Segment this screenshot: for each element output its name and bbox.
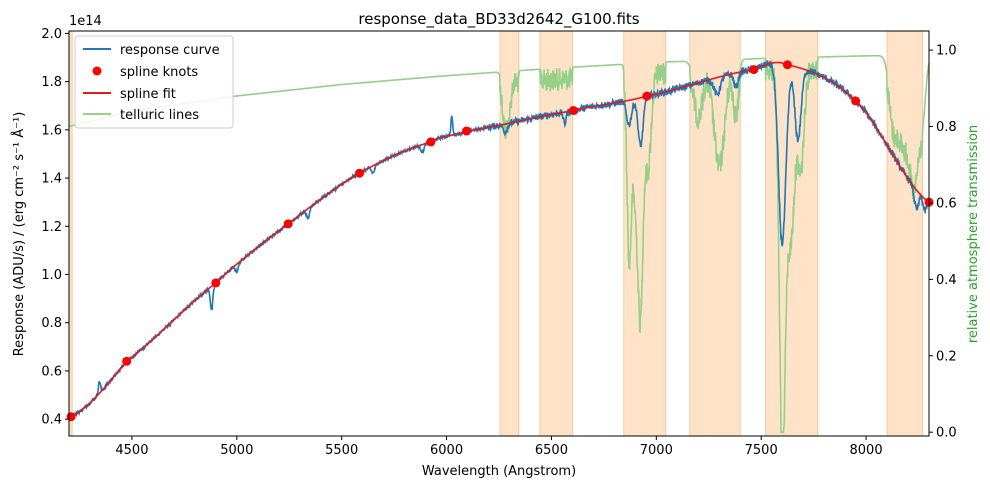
y-tick-label-8: 2.0	[41, 27, 62, 42]
y-tick-label-4: 1.2	[41, 220, 62, 235]
spline-knot-0	[66, 412, 76, 422]
spline-knot-9	[749, 65, 759, 75]
y-tick-label-7: 1.8	[41, 75, 62, 90]
chart-title: response_data_BD33d2642_G100.fits	[358, 10, 639, 29]
spline-knot-7	[568, 106, 578, 116]
spline-knot-6	[461, 126, 471, 136]
y2-tick-label-1: 0.2	[936, 349, 957, 364]
spline-knot-11	[851, 96, 861, 106]
y-tick-label-0: 0.4	[41, 413, 62, 428]
x-tick-label-3: 6000	[430, 443, 463, 458]
plot-frame	[68, 30, 930, 437]
masked-band-1	[499, 30, 520, 437]
y-tick-label-6: 1.6	[41, 123, 62, 138]
legend-swatch-knots	[92, 66, 102, 76]
spline-knot-5	[426, 137, 436, 147]
spline-knot-8	[642, 91, 652, 101]
x-tick-label-4: 6500	[535, 443, 568, 458]
y2-tick-label-2: 0.4	[936, 273, 957, 288]
x-tick-label-6: 7500	[745, 443, 778, 458]
y2-tick-label-5: 1.0	[936, 44, 957, 59]
x-tick-label-5: 7000	[640, 443, 673, 458]
y2-axis-title: relative atmosphere transmission	[966, 125, 981, 343]
y-tick-label-5: 1.4	[41, 172, 62, 187]
x-tick-label-7: 8000	[850, 443, 883, 458]
legend-label-telluric: telluric lines	[120, 108, 199, 123]
masked-band-2	[539, 30, 573, 437]
legend-label-spline: spline fit	[120, 87, 176, 102]
y-tick-label-2: 0.8	[41, 316, 62, 331]
spline-knot-1	[122, 356, 132, 366]
x-tick-label-0: 4500	[115, 443, 148, 458]
y2-tick-label-3: 0.6	[936, 196, 957, 211]
legend-label-response: response curve	[120, 43, 220, 58]
y-offset-text: 1e14	[69, 14, 102, 29]
spline-knot-3	[283, 219, 293, 229]
spline-knot-4	[355, 168, 365, 178]
y-axis-title: Response (ADU/s) / (erg cm⁻² s⁻¹ Å⁻¹)	[11, 112, 27, 357]
y2-tick-label-4: 0.8	[936, 120, 957, 135]
y-tick-label-3: 1.0	[41, 268, 62, 283]
masked-band-6	[886, 30, 924, 437]
spline-knot-2	[211, 278, 221, 288]
spline-knot-10	[782, 60, 792, 70]
x-tick-label-2: 5500	[325, 443, 358, 458]
legend-box	[74, 35, 234, 129]
legend: response curve spline knots spline fit t…	[74, 35, 234, 129]
legend-label-knots: spline knots	[120, 65, 198, 80]
y-tick-label-1: 0.6	[41, 364, 62, 379]
x-tick-label-1: 5000	[220, 443, 253, 458]
y2-tick-label-0: 0.0	[936, 426, 957, 441]
x-axis-title: Wavelength (Angstrom)	[422, 464, 576, 479]
